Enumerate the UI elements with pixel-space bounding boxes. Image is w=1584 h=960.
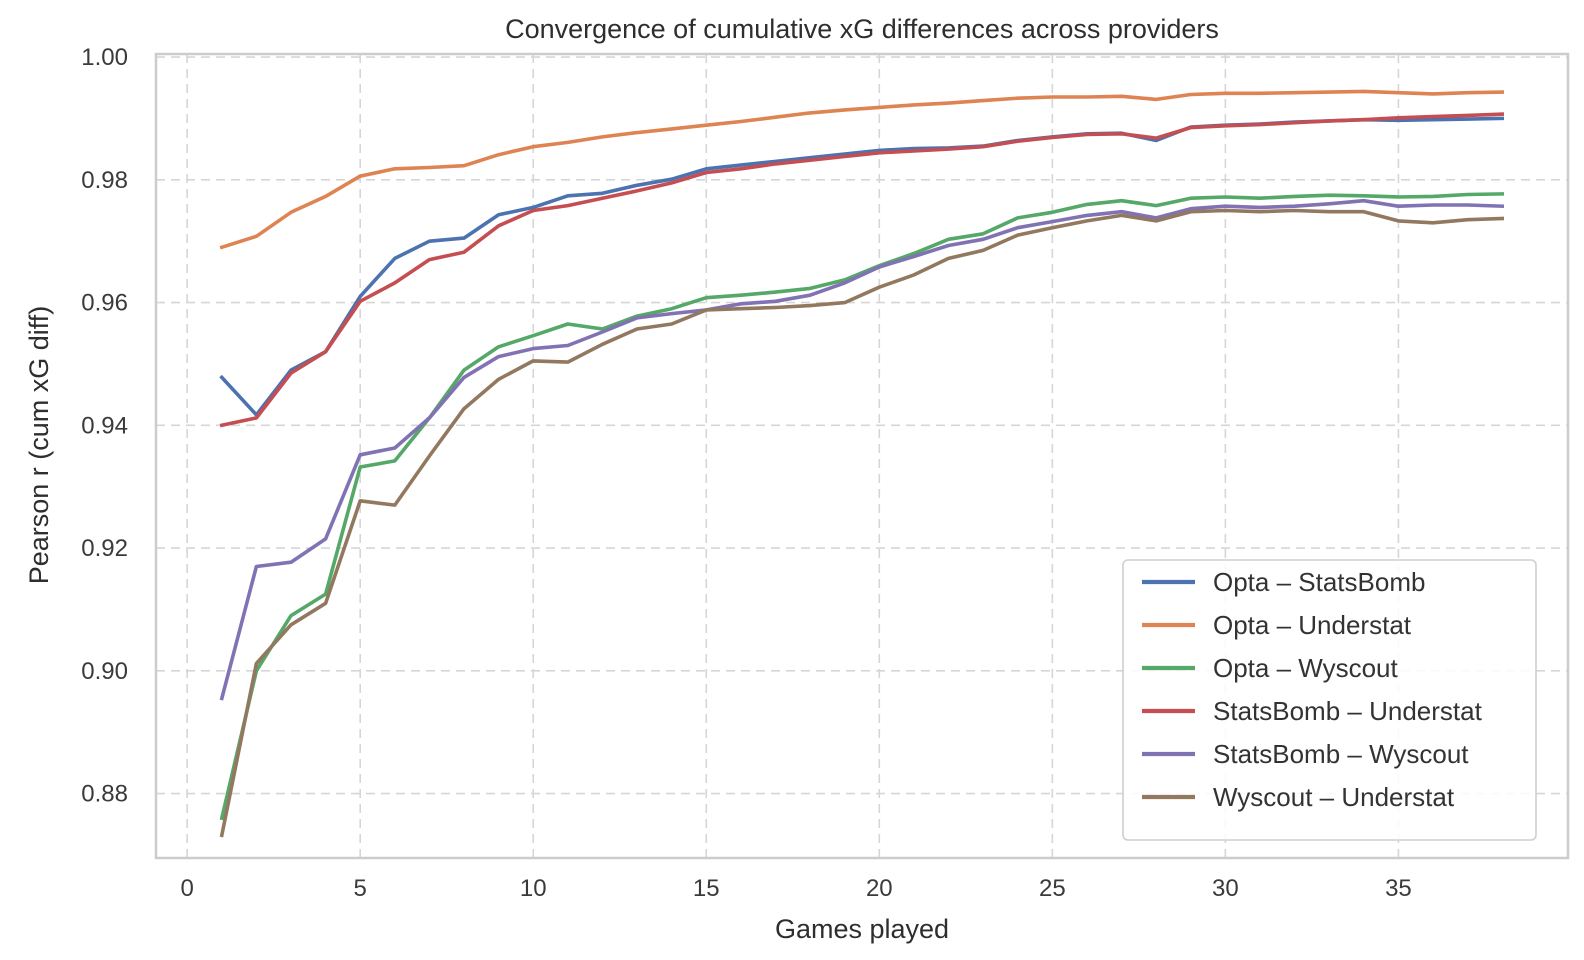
x-axis-ticks: 0 5 10 15 20 25 30 35 (180, 875, 1411, 902)
legend-label: StatsBomb – Understat (1213, 696, 1483, 726)
x-tick-label: 10 (520, 875, 547, 902)
y-tick-label: 0.90 (81, 658, 128, 685)
legend-label: Opta – Understat (1213, 610, 1412, 640)
legend-label: Opta – StatsBomb (1213, 567, 1425, 597)
legend-item-statsbomb-wyscout: StatsBomb – Wyscout (1142, 739, 1469, 769)
x-tick-label: 5 (354, 875, 367, 902)
series-lines (219, 89, 1505, 838)
legend-label: Opta – Wyscout (1213, 653, 1399, 683)
x-tick-label: 0 (180, 875, 193, 902)
y-axis-title: Pearson r (cum xG diff) (24, 306, 54, 585)
legend: Opta – StatsBomb Opta – Understat Opta – W… (1122, 559, 1537, 841)
y-axis-ticks: 0.88 0.90 0.92 0.94 0.96 0.98 1.00 (81, 44, 128, 807)
legend-frame (1122, 559, 1537, 841)
x-axis-title: Games played (775, 914, 949, 944)
series-line-wyscout-understat (219, 208, 1505, 838)
series-line-statsbomb-understat (219, 112, 1505, 428)
y-tick-label: 0.88 (81, 781, 128, 808)
y-tick-label: 1.00 (81, 44, 128, 71)
legend-item-opta-statsbomb: Opta – StatsBomb (1142, 567, 1425, 597)
series-line-opta-understat (219, 89, 1505, 250)
series-line-statsbomb-wyscout (219, 198, 1505, 701)
legend-item-wyscout-understat: Wyscout – Understat (1142, 782, 1455, 812)
y-tick-label: 0.96 (81, 290, 128, 317)
legend-item-opta-understat: Opta – Understat (1142, 610, 1412, 640)
legend-item-opta-wyscout: Opta – Wyscout (1142, 653, 1399, 683)
legend-item-statsbomb-understat: StatsBomb – Understat (1142, 696, 1483, 726)
x-tick-label: 35 (1385, 875, 1412, 902)
x-tick-label: 30 (1212, 875, 1239, 902)
legend-label: StatsBomb – Wyscout (1213, 739, 1469, 769)
y-tick-label: 0.94 (81, 412, 128, 439)
y-tick-label: 0.92 (81, 535, 128, 562)
y-tick-label: 0.98 (81, 167, 128, 194)
legend-items: Opta – StatsBomb Opta – Understat Opta – W… (1142, 567, 1483, 812)
chart-title: Convergence of cumulative xG differences… (505, 14, 1219, 44)
x-tick-label: 25 (1039, 875, 1066, 902)
plot-frame (154, 52, 1570, 860)
series-line-opta-statsbomb (219, 116, 1505, 417)
x-tick-label: 15 (693, 875, 720, 902)
x-tick-label: 20 (866, 875, 893, 902)
legend-label: Wyscout – Understat (1213, 782, 1455, 812)
